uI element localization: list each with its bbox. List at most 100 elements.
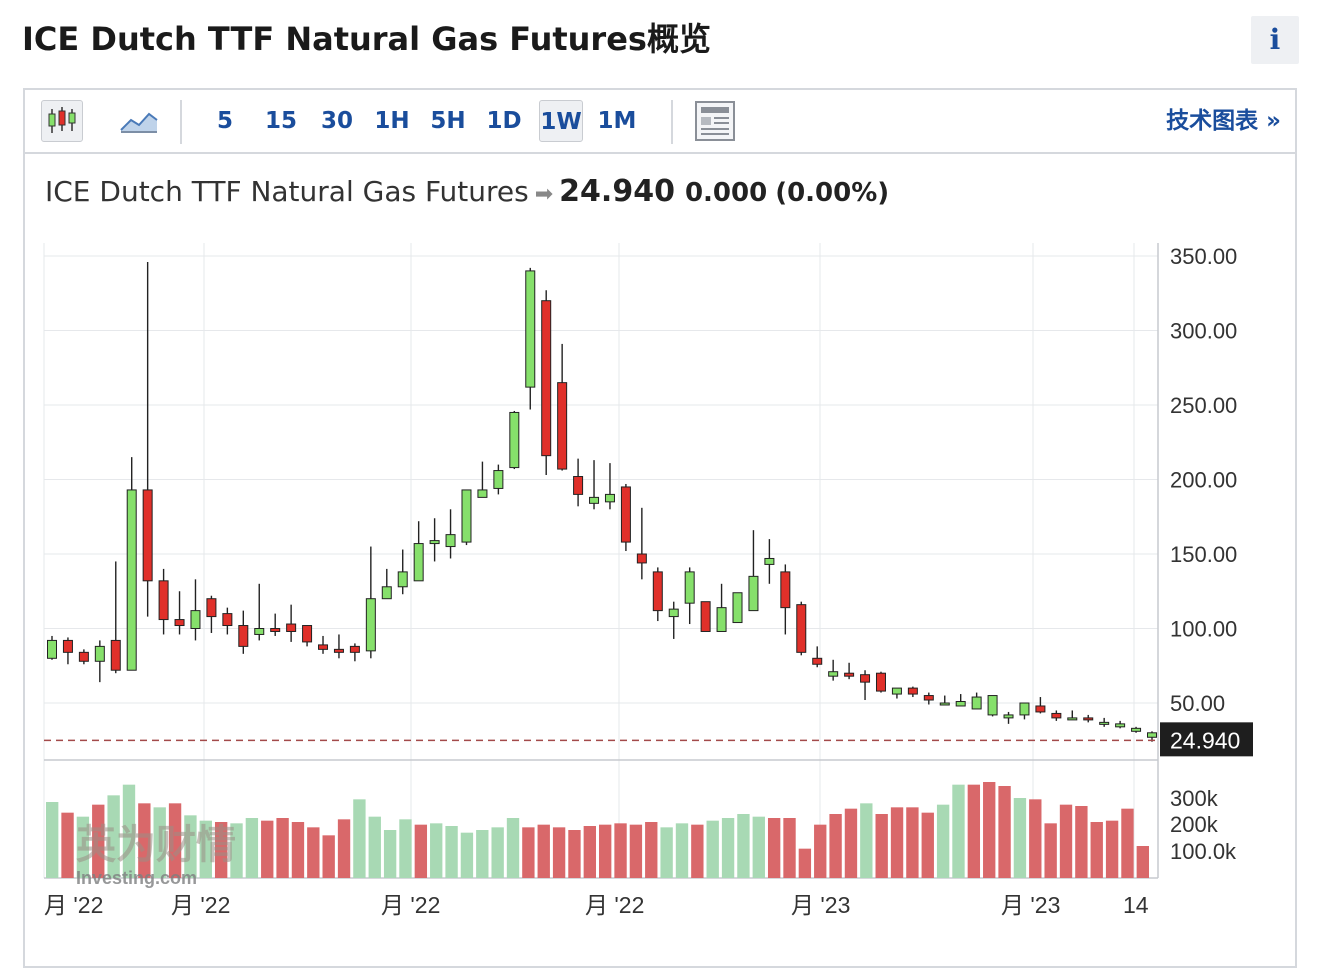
page-title: ICE Dutch TTF Natural Gas Futures概览: [22, 20, 711, 58]
timeframe-1h[interactable]: 1H: [374, 108, 410, 134]
time-tick-label: 月 '22: [585, 892, 644, 918]
candle-body: [493, 470, 504, 489]
price-tick-label: 350.00: [1170, 244, 1237, 269]
time-tick-label: 月 '23: [1001, 892, 1060, 918]
volume-bar: [322, 835, 335, 878]
watermark-cn: 英为财情: [76, 823, 236, 867]
candle-body: [222, 613, 233, 627]
candle-body: [780, 571, 791, 609]
candle-body: [302, 625, 313, 643]
candle-body: [732, 592, 743, 624]
info-button[interactable]: i: [1251, 16, 1299, 64]
candle-body: [238, 625, 249, 647]
quote-line: ICE Dutch TTF Natural Gas Futures ➡ 24.940…: [45, 174, 889, 209]
timeframe-30[interactable]: 30: [320, 108, 353, 134]
candle-body: [541, 300, 552, 457]
volume-bar: [153, 807, 166, 878]
volume-bar: [706, 820, 719, 878]
technical-chart-link[interactable]: 技术图表 »: [1166, 108, 1281, 134]
volume-bar: [645, 822, 658, 878]
volume-bar: [783, 818, 796, 878]
volume-bar: [921, 812, 934, 878]
toolbar-divider: [180, 100, 182, 144]
candle-body: [190, 610, 201, 629]
volume-bar: [844, 808, 858, 878]
timeframe-1w[interactable]: 1W: [539, 100, 583, 142]
volume-bar: [168, 803, 182, 878]
candle-body: [110, 639, 121, 671]
volume-bar: [368, 816, 381, 878]
candle-body: [668, 608, 679, 618]
volume-bar: [1044, 823, 1057, 878]
candle-body: [955, 701, 966, 707]
timeframe-5h[interactable]: 5H: [430, 108, 466, 134]
volume-bar: [445, 826, 458, 878]
volume-bar: [1121, 808, 1134, 878]
candle-body: [1083, 717, 1094, 721]
volume-bar: [522, 827, 535, 878]
price-tick-label: 200.00: [1170, 468, 1237, 493]
time-tick-label: 14: [1123, 892, 1149, 918]
volume-bar: [998, 786, 1011, 878]
volume-bar: [184, 815, 197, 878]
price-tick-label: 300.00: [1170, 319, 1237, 344]
timeframe-15[interactable]: 15: [264, 108, 297, 134]
timeframe-1d[interactable]: 1D: [486, 108, 522, 134]
area-chart-type-icon[interactable]: [119, 104, 159, 138]
news-table-icon[interactable]: [694, 100, 736, 142]
volume-bar: [353, 799, 366, 878]
candle-body: [1003, 714, 1014, 719]
volume-bar: [399, 819, 412, 878]
price-change: 0.000: [684, 178, 768, 208]
candle-body: [477, 489, 488, 498]
candle-body: [684, 571, 695, 604]
last-price: 24.940: [559, 174, 675, 209]
volume-bar: [1059, 804, 1073, 878]
watermark-en: Investing.com: [76, 868, 197, 888]
candle-body: [365, 598, 376, 652]
timeframe-5[interactable]: 5: [216, 108, 233, 134]
candle-body: [78, 651, 89, 662]
candle-body: [812, 657, 823, 665]
candlestick-type-icon[interactable]: [41, 100, 83, 142]
candle-body: [126, 489, 137, 671]
volume-bar: [1029, 799, 1042, 878]
candle-body: [923, 695, 934, 701]
volume-bar: [491, 827, 504, 878]
volume-bar: [1013, 798, 1027, 878]
volume-bar: [691, 824, 704, 878]
price-change-percent: (0.00%): [775, 178, 890, 208]
candle-body: [716, 607, 727, 632]
candle-body: [142, 489, 153, 582]
candle-body: [254, 628, 265, 635]
instrument-name: ICE Dutch TTF Natural Gas Futures: [45, 175, 529, 208]
volume-bar: [1136, 846, 1149, 878]
last-price-tag-label: 24.940: [1170, 727, 1240, 753]
volume-bar: [568, 830, 581, 878]
volume-bar: [291, 822, 305, 878]
candle-body: [1035, 705, 1046, 713]
volume-bar: [138, 803, 151, 878]
candle-body: [652, 571, 663, 612]
candle-body: [318, 644, 329, 650]
candle-body: [270, 628, 281, 632]
volume-bar: [906, 807, 919, 878]
candle-body: [47, 639, 57, 659]
volume-bar: [92, 804, 105, 878]
volume-bar: [737, 814, 750, 878]
volume-bar: [767, 818, 781, 878]
volume-bar: [506, 818, 520, 878]
timeframe-1m[interactable]: 1M: [597, 108, 637, 134]
volume-bar: [476, 830, 489, 878]
candle-body: [509, 411, 520, 469]
candle-body: [158, 580, 169, 621]
volume-bar: [814, 824, 827, 878]
candle-body: [286, 623, 297, 632]
candle-body: [174, 619, 185, 627]
candle-body: [445, 534, 456, 548]
candle-body: [381, 586, 392, 600]
volume-bar: [675, 823, 689, 878]
volume-bar: [890, 807, 904, 878]
volume-tick-label: 200k: [1170, 812, 1219, 837]
